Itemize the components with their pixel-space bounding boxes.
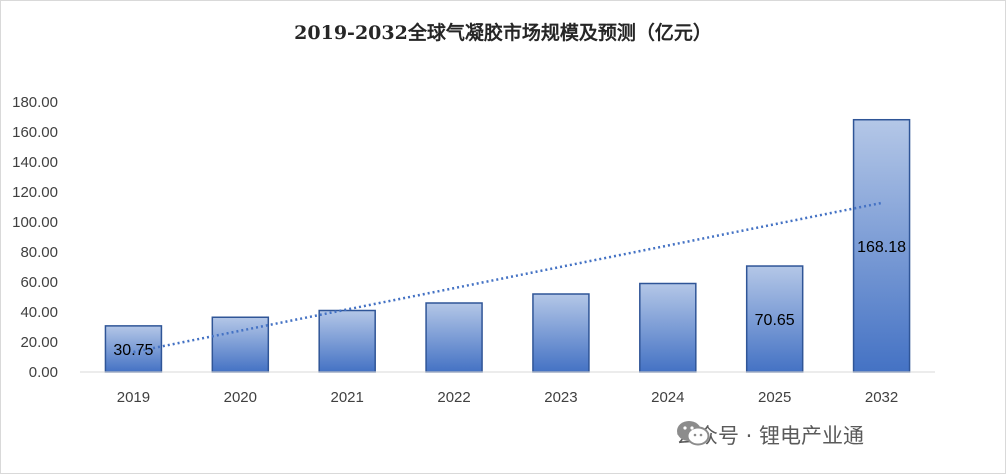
x-tick-label: 2023	[544, 389, 577, 406]
x-tick-label: 2022	[437, 389, 470, 406]
bar-2023	[532, 293, 590, 373]
bar-2032	[852, 118, 911, 373]
bar-2021	[318, 309, 376, 373]
data-labels: 30.75 70.65 168.18	[113, 239, 906, 359]
chart-title: 2019-2032全球气凝胶市场规模及预测（亿元）	[294, 22, 712, 44]
bar-2022	[425, 302, 483, 373]
data-label-2019: 30.75	[113, 342, 153, 359]
x-tick-label: 2032	[865, 389, 898, 406]
y-tick-label: 40.00	[20, 304, 58, 321]
y-tick-label: 0.00	[29, 364, 58, 381]
x-tick-label: 2019	[117, 389, 150, 406]
trendline	[133, 201, 882, 354]
data-label-2025: 70.65	[755, 312, 795, 329]
bar-2025	[745, 265, 804, 373]
y-tick-label: 180.00	[12, 94, 58, 111]
y-tick-label: 60.00	[20, 274, 58, 291]
x-tick-label: 2021	[331, 389, 364, 406]
data-label-2032: 168.18	[857, 239, 906, 256]
x-axis-ticks: 2019 2020 2021 2022 2023 2024 2025 2032	[117, 389, 899, 406]
y-tick-label: 20.00	[20, 334, 58, 351]
y-tick-label: 160.00	[12, 124, 58, 141]
x-tick-label: 2025	[758, 389, 791, 406]
y-axis-ticks: 0.00 20.00 40.00 60.00 80.00 100.00 120.00 140.…	[12, 94, 58, 381]
bar-2024	[639, 282, 697, 373]
wechat-icon	[677, 421, 710, 446]
y-tick-label: 100.00	[12, 214, 58, 231]
y-tick-label: 80.00	[20, 244, 58, 261]
y-tick-label: 140.00	[12, 154, 58, 171]
watermark: 公众号 · 锂电产业通	[676, 420, 864, 450]
bars	[104, 118, 911, 373]
bar-2020	[211, 316, 270, 373]
y-tick-label: 120.00	[12, 184, 58, 201]
x-tick-label: 2024	[651, 389, 684, 406]
x-tick-label: 2020	[224, 389, 257, 406]
